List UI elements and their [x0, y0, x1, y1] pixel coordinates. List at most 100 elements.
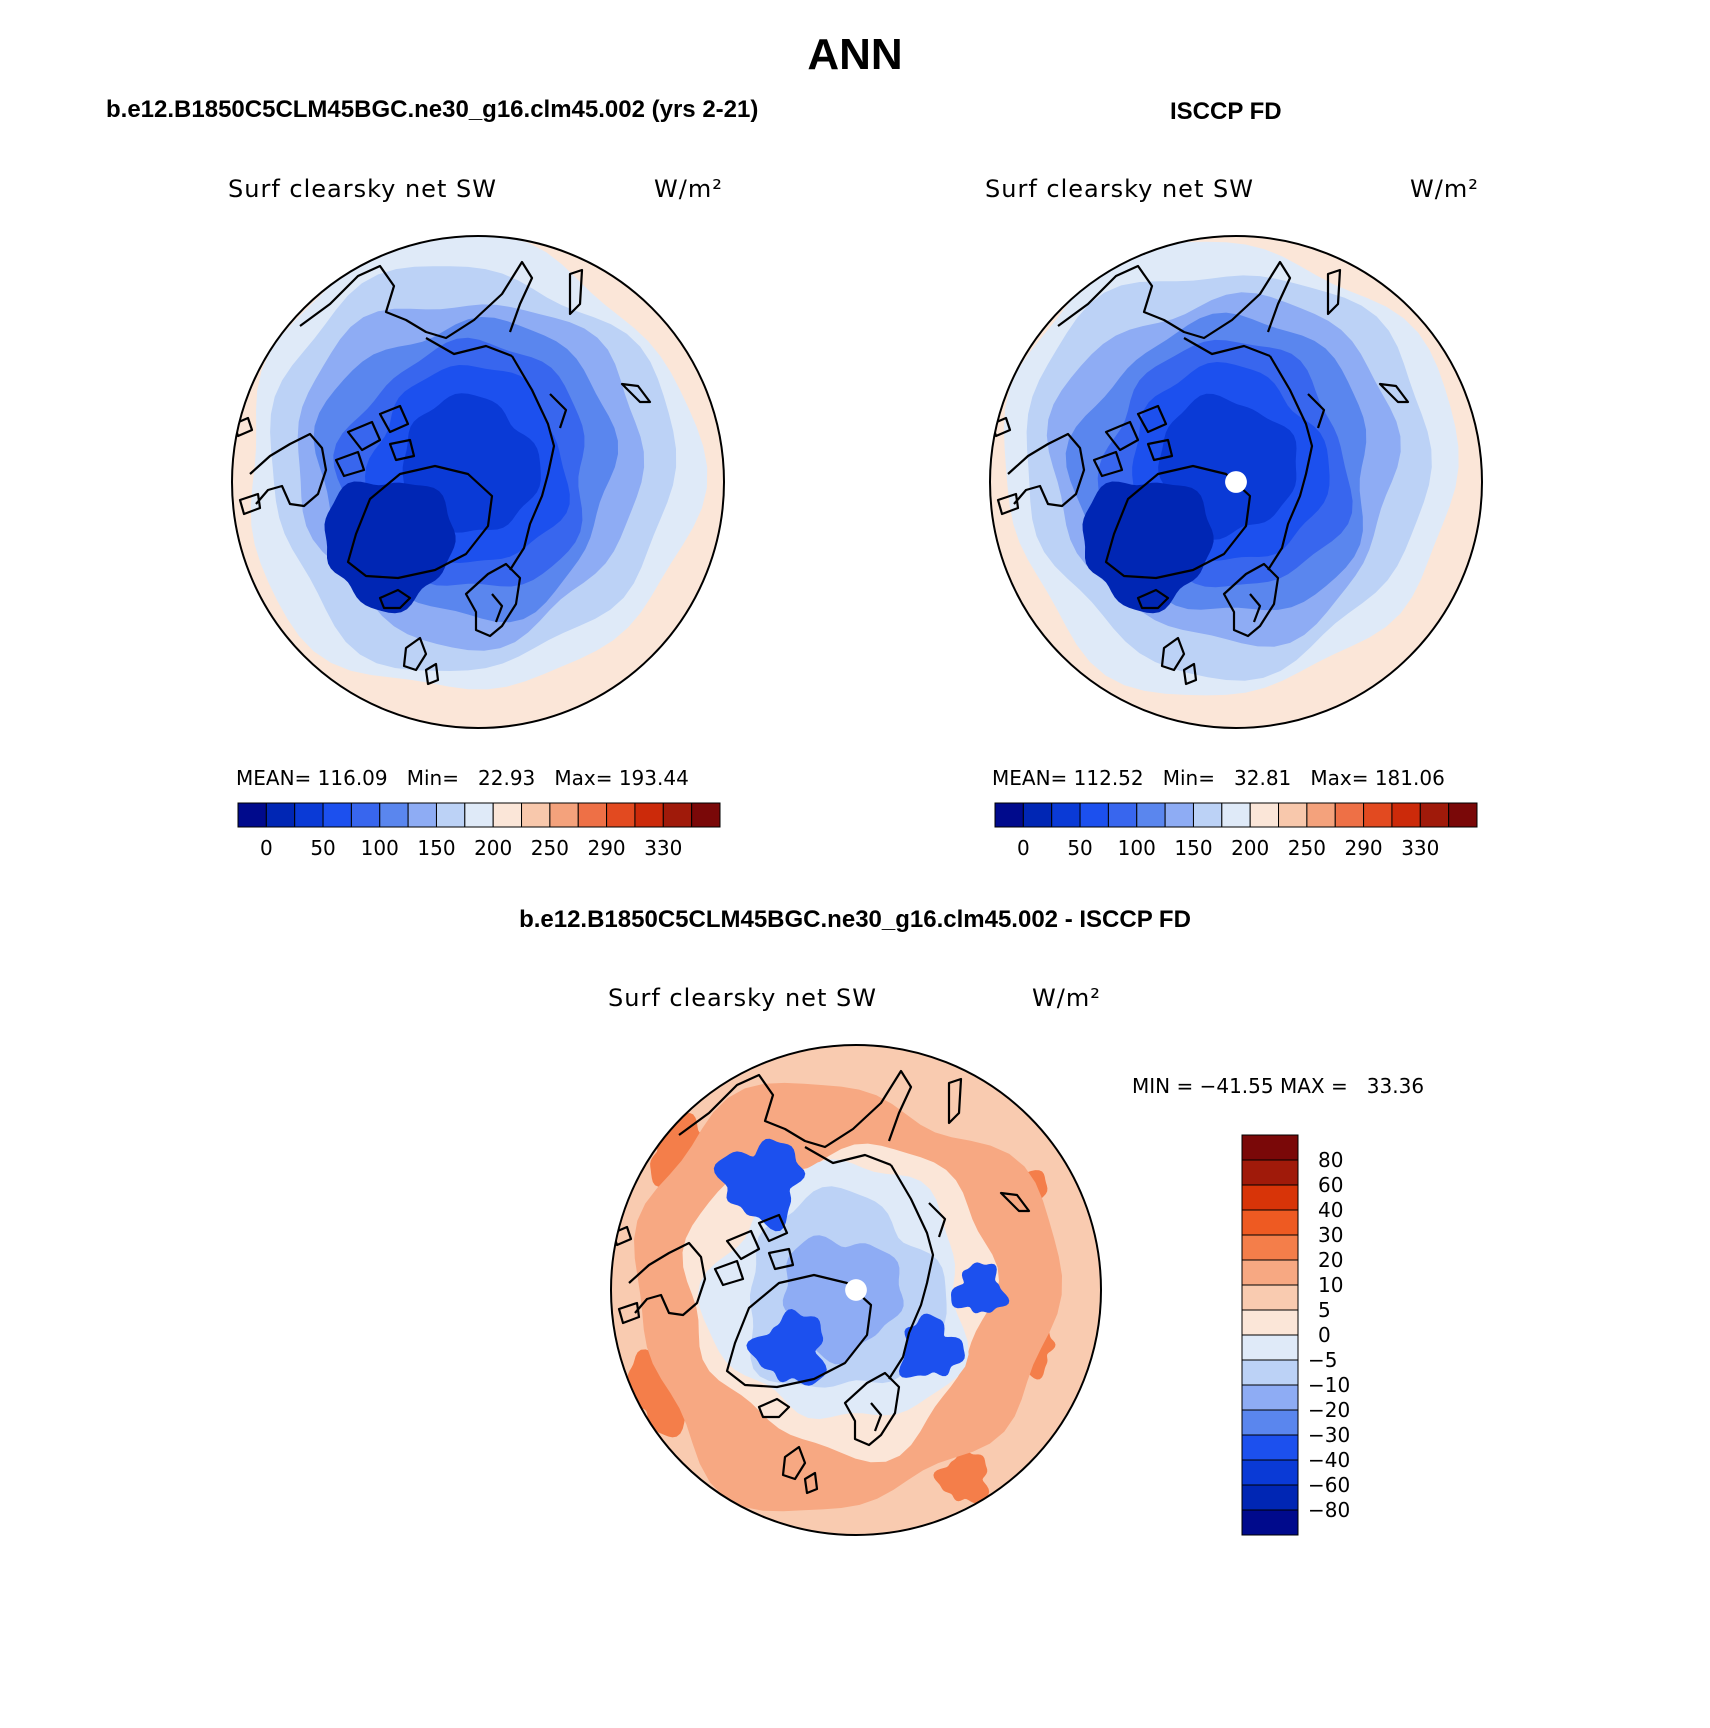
panel3-colorbar-labels: 80 60 40 30 20 10 5 0 −5 −10 −20 −30 −40 −60 −80 [1308, 1135, 1388, 1535]
panel1-colorbar-swatch-9 [492, 802, 523, 828]
panel3-colorbar-label: 80 [1318, 1148, 1344, 1172]
map-contour-fill [1082, 481, 1214, 614]
coastline [1007, 432, 1086, 508]
coastline [378, 588, 412, 610]
coastline [803, 1471, 819, 1495]
panel3-polar-map [610, 1044, 1102, 1536]
map-contour-fill [746, 1309, 827, 1386]
panel3-colorbar [1241, 1134, 1299, 1536]
panel3-colorbar-label: −5 [1308, 1348, 1338, 1372]
coastline [1057, 260, 1292, 340]
panel2-colorbar-swatch-3 [1079, 802, 1109, 828]
coastline [767, 1247, 795, 1271]
map-boundary [610, 1044, 1102, 1536]
panel2-polar-map [989, 235, 1483, 729]
coastline [1136, 588, 1170, 610]
panel2-colorbar-swatch-15 [1419, 802, 1450, 828]
panel1-colorbar-labels: 0 50 100 150 200 250 290 330 [238, 836, 720, 862]
coastline [757, 1397, 791, 1419]
coastline [1378, 382, 1410, 404]
panel1-colorbar-swatch-0 [237, 802, 267, 828]
panel1-polar-map [231, 235, 725, 729]
panel3-colorbar-label: −80 [1308, 1498, 1351, 1522]
panel2-colorbar-label: 290 [1344, 836, 1383, 860]
panel2-colorbar-swatch-7 [1192, 802, 1223, 828]
coastline [1307, 393, 1326, 429]
panel3-colorbar-label: −30 [1308, 1423, 1351, 1447]
panel1-colorbar-swatch-4 [350, 802, 381, 828]
panel1-stats: MEAN= 116.09 Min= 22.93 Max= 193.44 [236, 766, 689, 790]
panel3-subtitle: b.e12.B1850C5CLM45BGC.ne30_g16.clm45.002… [519, 906, 1191, 933]
map-boundary [231, 235, 725, 729]
coastline [996, 492, 1020, 516]
panel1-variable-label: Surf clearsky net SW [228, 175, 497, 203]
panel2-colorbar-swatch-12 [1334, 802, 1365, 828]
panel2-colorbar-swatch-0 [994, 802, 1024, 828]
panel1-colorbar-swatch-12 [577, 802, 608, 828]
panel2-colorbar-swatch-16 [1448, 802, 1478, 828]
coastline [713, 1259, 745, 1287]
panel1-colorbar-label: 100 [360, 836, 399, 860]
map-contour-fill [713, 1138, 806, 1232]
coastline [425, 337, 513, 358]
panel3-colorbar-swatch-15 [1241, 1509, 1299, 1536]
panel3-colorbar-swatch-6 [1241, 1284, 1299, 1311]
coastline [346, 420, 382, 452]
panel1-colorbar-swatch-7 [435, 802, 466, 828]
coastline [491, 593, 504, 623]
panel2-colorbar-swatch-8 [1221, 802, 1251, 828]
panel3-colorbar-swatch-14 [1241, 1484, 1299, 1511]
panel1-colorbar-swatch-14 [634, 802, 664, 828]
panel1-colorbar-swatch-6 [407, 802, 437, 828]
panel2-variable-label: Surf clearsky net SW [985, 175, 1254, 203]
coastline [1326, 268, 1342, 316]
coastline [757, 1213, 789, 1243]
panel3-colorbar-label: 40 [1318, 1198, 1344, 1222]
panel3-colorbar-swatch-11 [1241, 1409, 1299, 1436]
panel1-colorbar-swatch-16 [691, 802, 721, 828]
coastline [424, 662, 440, 686]
coastline [1249, 593, 1262, 623]
coastline [1146, 438, 1174, 462]
coastline [804, 1146, 892, 1167]
panel1-colorbar-label: 250 [530, 836, 569, 860]
panel2-colorbar-swatch-11 [1306, 802, 1336, 828]
panel1-colorbar [237, 802, 721, 828]
panel1-units-label: W/m² [654, 175, 723, 203]
panel2-colorbar-swatch-5 [1136, 802, 1166, 828]
coastline [617, 1301, 641, 1325]
coastline [947, 1077, 963, 1125]
panel2-units-label: W/m² [1410, 175, 1479, 203]
coastline [628, 1241, 707, 1317]
panel1-colorbar-label: 150 [417, 836, 456, 860]
coastline [568, 268, 584, 316]
panel3-colorbar-swatch-10 [1241, 1384, 1299, 1411]
coastline [725, 1229, 761, 1261]
panel3-colorbar-label: 0 [1318, 1323, 1331, 1347]
panel1-colorbar-label: 200 [474, 836, 513, 860]
panel2-colorbar-label: 200 [1231, 836, 1270, 860]
coastline [725, 1273, 873, 1389]
panel2-colorbar [994, 802, 1478, 828]
panel3-colorbar-swatch-8 [1241, 1334, 1299, 1361]
coastline [509, 355, 556, 571]
panel2-colorbar-swatch-13 [1363, 802, 1393, 828]
panel3-colorbar-swatch-2 [1241, 1184, 1299, 1211]
panel2-colorbar-swatch-6 [1164, 802, 1194, 828]
panel1-colorbar-label: 290 [587, 836, 626, 860]
coastline [388, 438, 416, 462]
coastline [1267, 355, 1314, 571]
coastline [238, 492, 262, 516]
panel1-colorbar-swatch-10 [521, 802, 551, 828]
panel2-colorbar-label: 250 [1287, 836, 1326, 860]
panel3-colorbar-swatch-3 [1241, 1209, 1299, 1236]
map-boundary [989, 235, 1483, 729]
panel2-colorbar-swatch-1 [1022, 802, 1053, 828]
coastline [888, 1164, 935, 1380]
panel3-colorbar-swatch-12 [1241, 1434, 1299, 1461]
coastline [346, 464, 494, 580]
coastline [1160, 636, 1186, 672]
panel3-colorbar-label: −60 [1308, 1473, 1351, 1497]
coastline [1222, 562, 1280, 638]
coastline [464, 562, 522, 638]
